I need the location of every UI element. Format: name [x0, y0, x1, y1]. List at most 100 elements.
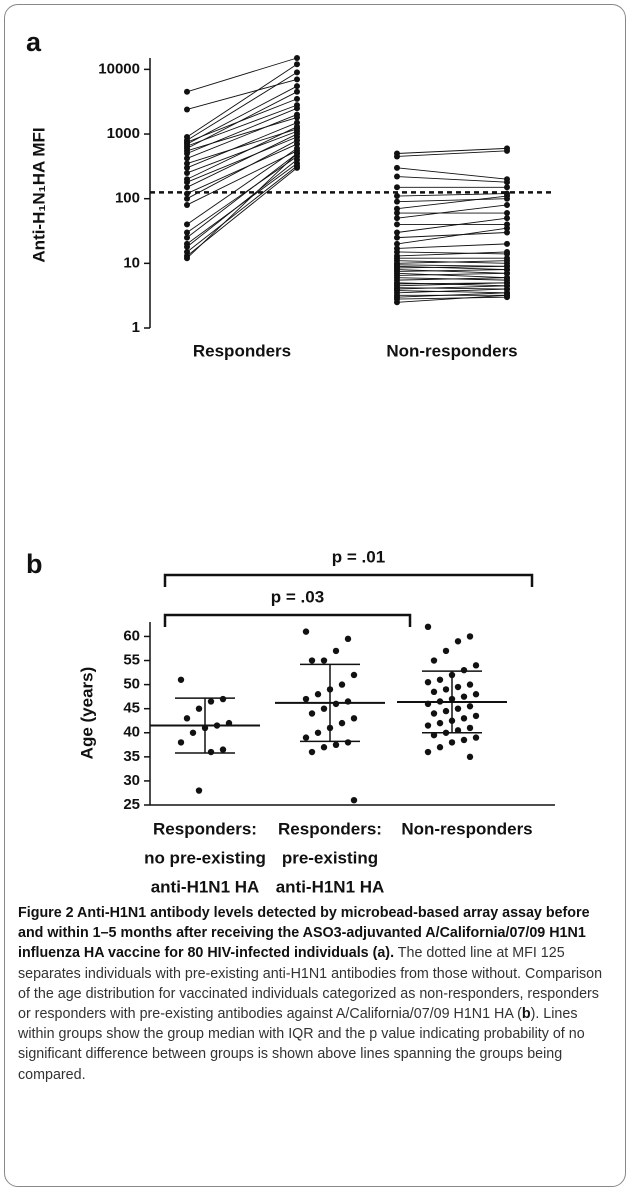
pre-point	[184, 155, 190, 162]
p-value: p = .03	[271, 587, 324, 606]
pair-line	[186, 156, 298, 233]
data-point	[454, 683, 462, 691]
pair-line	[396, 204, 508, 219]
pre-point	[184, 234, 190, 241]
pair-line	[396, 198, 508, 203]
data-point	[350, 796, 358, 804]
post-point	[504, 240, 510, 247]
data-point	[302, 734, 310, 741]
pair-line	[396, 287, 508, 290]
pair-line	[186, 150, 298, 206]
pair-line	[396, 251, 508, 257]
y-tick-label: 60	[123, 627, 140, 644]
p-value: p = .01	[332, 547, 385, 566]
pair-line	[186, 130, 298, 174]
y-axis-label: Anti-H₁N₁HA MFI	[29, 127, 48, 262]
data-point	[466, 681, 474, 688]
pair-line	[186, 91, 298, 149]
pre-point	[394, 240, 400, 247]
panel-label: b	[26, 549, 43, 579]
pre-point	[394, 173, 400, 180]
data-point	[308, 748, 316, 756]
data-point	[207, 698, 215, 705]
pair-line	[186, 136, 298, 183]
pre-point	[394, 184, 400, 191]
post-point	[504, 225, 510, 232]
pre-point	[184, 229, 190, 236]
pre-point	[394, 215, 400, 222]
y-tick-label: 1	[132, 319, 140, 336]
significance-bracket	[163, 573, 534, 587]
pair-line	[396, 285, 508, 290]
x-tick-label: Non-responders	[386, 341, 517, 360]
pre-point	[184, 164, 190, 171]
y-tick-label: 10	[123, 254, 140, 271]
data-point	[424, 623, 432, 631]
data-point	[466, 633, 474, 640]
pair-line	[396, 147, 508, 154]
pair-line	[396, 193, 508, 197]
pre-point	[394, 205, 400, 212]
post-point	[504, 193, 510, 200]
data-point	[466, 703, 474, 710]
data-point	[314, 729, 322, 736]
pre-point	[184, 221, 190, 228]
data-point	[332, 741, 340, 749]
pair-line	[186, 126, 298, 180]
pair-line	[186, 78, 298, 110]
pre-point	[184, 243, 190, 250]
data-point	[177, 676, 185, 683]
pair-line	[186, 114, 298, 159]
post-point	[294, 83, 300, 90]
caption-text-end: ). Lines within groups show the group me…	[18, 1006, 585, 1083]
caption-bold: Figure 2 Anti-H1N1 antibody levels detec…	[18, 905, 590, 962]
data-point	[448, 739, 456, 746]
data-point	[454, 638, 462, 645]
data-point	[454, 727, 462, 734]
pre-point	[394, 221, 400, 228]
pair-line	[186, 148, 298, 225]
pair-line	[186, 159, 298, 248]
post-point	[294, 150, 300, 157]
x-tick-label: Responders:	[278, 819, 382, 838]
pair-line	[396, 227, 508, 245]
data-point	[442, 686, 450, 693]
y-tick-label: 30	[123, 772, 140, 789]
data-point	[219, 695, 227, 703]
pre-point	[184, 88, 190, 95]
pair-line	[396, 288, 508, 294]
data-point	[320, 744, 328, 751]
pair-line	[186, 107, 298, 154]
post-point	[294, 88, 300, 95]
data-point	[338, 681, 346, 688]
pair-line	[396, 232, 508, 239]
post-point	[504, 215, 510, 222]
pair-line	[396, 277, 508, 281]
y-tick-label: 10000	[98, 60, 140, 77]
data-point	[195, 787, 203, 794]
data-point	[472, 662, 480, 669]
post-point	[294, 137, 300, 144]
pair-line	[396, 264, 508, 267]
caption-ref: b	[521, 1006, 531, 1023]
x-tick-label: no pre-existing	[144, 848, 266, 867]
data-point	[460, 693, 468, 700]
pair-line	[186, 128, 298, 164]
y-tick-label: 50	[123, 676, 140, 693]
data-point	[177, 739, 185, 746]
post-point	[504, 210, 510, 217]
pre-point	[394, 299, 400, 306]
data-point	[344, 635, 352, 643]
data-point	[430, 731, 438, 739]
data-point	[344, 739, 352, 746]
pair-line	[396, 243, 508, 249]
pair-line	[186, 71, 298, 141]
data-point	[302, 695, 310, 703]
pair-line	[186, 122, 298, 169]
data-point	[454, 705, 462, 712]
data-point	[219, 746, 227, 753]
data-point	[332, 647, 340, 655]
post-point	[504, 184, 510, 191]
post-point	[294, 145, 300, 152]
post-point	[294, 105, 300, 112]
